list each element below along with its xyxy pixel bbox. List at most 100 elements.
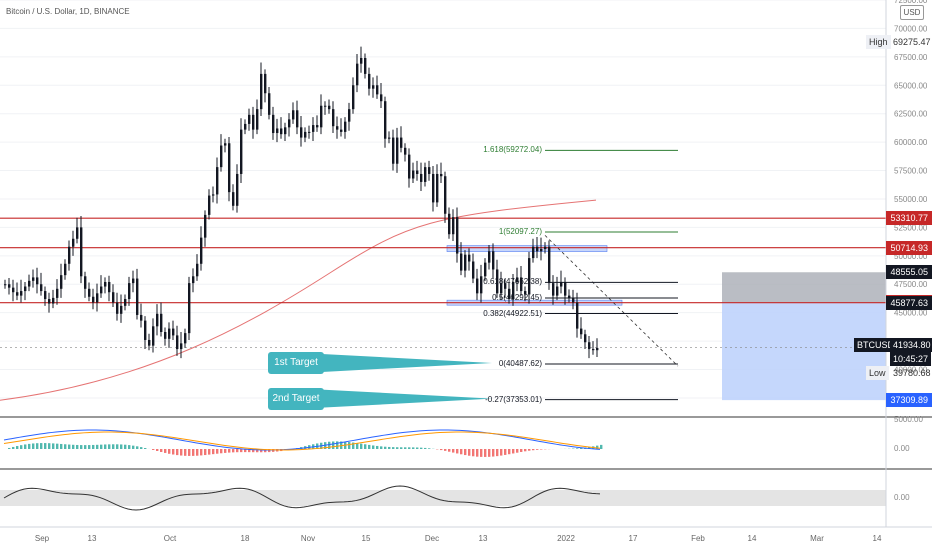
candle-body[interactable] — [204, 214, 207, 238]
candle-body[interactable] — [120, 305, 123, 314]
candle-body[interactable] — [156, 313, 159, 327]
candle-body[interactable] — [328, 105, 331, 110]
candle-body[interactable] — [44, 291, 47, 300]
candle-body[interactable] — [280, 128, 283, 135]
dashed-trendline[interactable] — [544, 235, 679, 367]
candlestick-series[interactable] — [4, 46, 599, 359]
candle-body[interactable] — [56, 288, 59, 298]
candle-body[interactable] — [448, 213, 451, 235]
candle-body[interactable] — [576, 302, 579, 329]
candle-body[interactable] — [532, 246, 535, 259]
candle-body[interactable] — [216, 167, 219, 195]
candle-body[interactable] — [272, 114, 275, 134]
candle-body[interactable] — [52, 297, 55, 304]
candle-body[interactable] — [208, 195, 211, 215]
candle-body[interactable] — [472, 261, 475, 279]
candle-body[interactable] — [152, 326, 155, 346]
candle-body[interactable] — [168, 328, 171, 339]
candle-body[interactable] — [176, 335, 179, 350]
candle-body[interactable] — [300, 127, 303, 138]
candle-body[interactable] — [552, 283, 555, 296]
candle-body[interactable] — [528, 258, 531, 295]
candle-body[interactable] — [412, 170, 415, 179]
candle-body[interactable] — [392, 137, 395, 164]
candle-body[interactable] — [192, 276, 195, 284]
candle-body[interactable] — [480, 276, 483, 294]
candle-body[interactable] — [40, 284, 43, 292]
target-label[interactable]: 2nd Target — [268, 387, 324, 410]
candle-body[interactable] — [336, 126, 339, 130]
candle-body[interactable] — [560, 281, 563, 287]
candle-body[interactable] — [440, 173, 443, 177]
candle-body[interactable] — [420, 173, 423, 182]
candle-body[interactable] — [428, 167, 431, 174]
candle-body[interactable] — [96, 293, 99, 303]
candle-body[interactable] — [4, 284, 7, 286]
candle-body[interactable] — [28, 280, 31, 287]
candle-body[interactable] — [512, 281, 515, 300]
candle-body[interactable] — [424, 167, 427, 182]
candle-body[interactable] — [380, 94, 383, 102]
candle-body[interactable] — [400, 137, 403, 148]
candle-body[interactable] — [524, 291, 527, 295]
candle-body[interactable] — [240, 129, 243, 174]
candle-body[interactable] — [340, 129, 343, 132]
candle-body[interactable] — [32, 277, 35, 281]
candle-body[interactable] — [432, 173, 435, 203]
candle-body[interactable] — [324, 105, 327, 107]
candle-body[interactable] — [224, 143, 227, 146]
candle-body[interactable] — [188, 283, 191, 334]
candle-body[interactable] — [100, 286, 103, 294]
candle-body[interactable] — [488, 251, 491, 263]
candle-body[interactable] — [172, 328, 175, 336]
candle-body[interactable] — [24, 286, 27, 292]
candle-body[interactable] — [80, 227, 83, 277]
candle-body[interactable] — [88, 288, 91, 297]
candle-body[interactable] — [128, 283, 131, 300]
candle-body[interactable] — [108, 281, 111, 293]
candle-body[interactable] — [144, 320, 147, 340]
currency-badge[interactable]: USD — [900, 5, 924, 20]
candle-body[interactable] — [136, 278, 139, 315]
candle-body[interactable] — [388, 137, 391, 139]
candle-body[interactable] — [320, 105, 323, 128]
candle-body[interactable] — [160, 313, 163, 332]
candle-body[interactable] — [48, 299, 51, 304]
candle-body[interactable] — [316, 125, 319, 128]
candle-body[interactable] — [12, 287, 15, 293]
candle-body[interactable] — [500, 283, 503, 294]
candle-body[interactable] — [360, 57, 363, 64]
candle-body[interactable] — [212, 194, 215, 196]
candle-body[interactable] — [444, 176, 447, 214]
candle-body[interactable] — [112, 292, 115, 303]
gray-zone[interactable] — [722, 272, 886, 303]
candle-body[interactable] — [520, 277, 523, 292]
candle-body[interactable] — [64, 263, 67, 276]
candle-body[interactable] — [460, 253, 463, 271]
candle-body[interactable] — [200, 237, 203, 264]
candle-body[interactable] — [344, 121, 347, 132]
candle-body[interactable] — [408, 154, 411, 179]
candle-body[interactable] — [124, 299, 127, 306]
candle-body[interactable] — [72, 238, 75, 247]
candle-body[interactable] — [580, 328, 583, 335]
candle-body[interactable] — [68, 246, 71, 264]
candle-body[interactable] — [416, 170, 419, 174]
candle-body[interactable] — [140, 314, 143, 321]
candle-body[interactable] — [148, 339, 151, 346]
candle-body[interactable] — [228, 143, 231, 193]
candle-body[interactable] — [348, 109, 351, 122]
candle-body[interactable] — [556, 286, 559, 296]
candle-body[interactable] — [476, 278, 479, 294]
candle-body[interactable] — [564, 281, 567, 296]
candle-body[interactable] — [196, 263, 199, 277]
candle-body[interactable] — [292, 110, 295, 120]
candle-body[interactable] — [304, 131, 307, 138]
candle-body[interactable] — [364, 57, 367, 74]
candle-body[interactable] — [244, 123, 247, 130]
candle-body[interactable] — [248, 114, 251, 124]
candle-body[interactable] — [256, 109, 259, 130]
candle-body[interactable] — [264, 73, 267, 94]
candle-body[interactable] — [332, 109, 335, 127]
